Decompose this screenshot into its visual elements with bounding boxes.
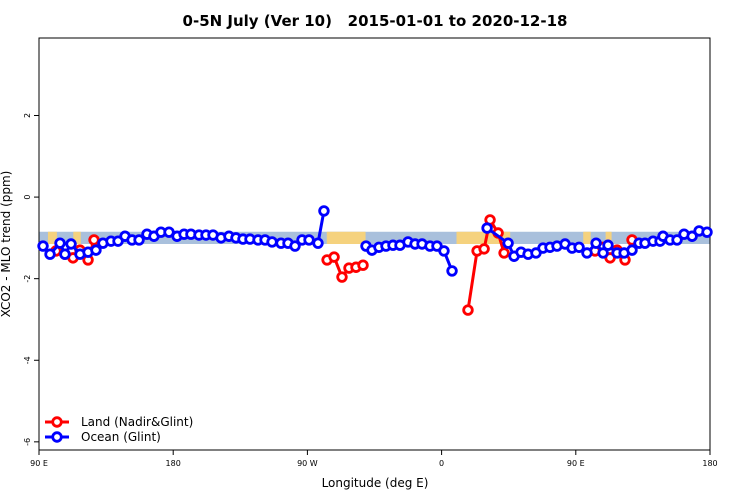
legend-label: Land (Nadir&Glint) [81,415,193,429]
data-point [686,230,698,242]
x-tick-label: 180 [166,459,181,468]
data-point [266,236,278,248]
data-point [478,243,490,255]
legend-marker [51,431,63,443]
data-point [581,247,593,259]
data-point [498,247,510,259]
data-point [318,205,330,217]
data-point [502,237,514,249]
data-point [303,234,315,246]
data-point [481,222,493,234]
x-tick-label: 90 E [30,459,48,468]
data-point [133,234,145,246]
data-point [289,240,301,252]
data-point [328,251,340,263]
data-point [44,248,56,260]
legend-marker [51,416,63,428]
y-tick-label: 0 [23,195,32,200]
chart-title: 0-5N July (Ver 10) 2015-01-01 to 2020-12… [183,12,568,30]
x-axis-label: Longitude (deg E) [322,476,429,490]
data-point [573,241,585,253]
data-point [626,244,638,256]
data-point [37,240,49,252]
data-point [59,248,71,260]
data-point [590,237,602,249]
data-point [446,265,458,277]
data-point [438,245,450,257]
data-point [65,238,77,250]
y-tick-label: -4 [23,356,32,364]
y-axis-label: XCO2 - MLO trend (ppm) [0,171,13,318]
data-point [90,244,102,256]
x-tick-label: 180 [702,459,717,468]
x-tick-label: 90 W [297,459,318,468]
land-band [73,231,81,244]
land-band [326,231,366,244]
data-point [357,259,369,271]
data-point [336,271,348,283]
data-point [701,226,713,238]
data-point [597,247,609,259]
x-tick-label: 90 E [567,459,585,468]
data-point [88,234,100,246]
data-point [602,239,614,251]
land-band [605,231,612,244]
data-point [462,304,474,316]
land-band [583,231,591,244]
y-tick-label: 2 [23,113,32,118]
legend-label: Ocean (Glint) [81,430,161,444]
land-band [47,231,57,244]
x-tick-label: 0 [439,459,444,468]
y-tick-label: -2 [23,275,32,283]
data-point [671,234,683,246]
y-tick-label: -6 [23,438,32,446]
data-point [312,237,324,249]
data-point [54,237,66,249]
